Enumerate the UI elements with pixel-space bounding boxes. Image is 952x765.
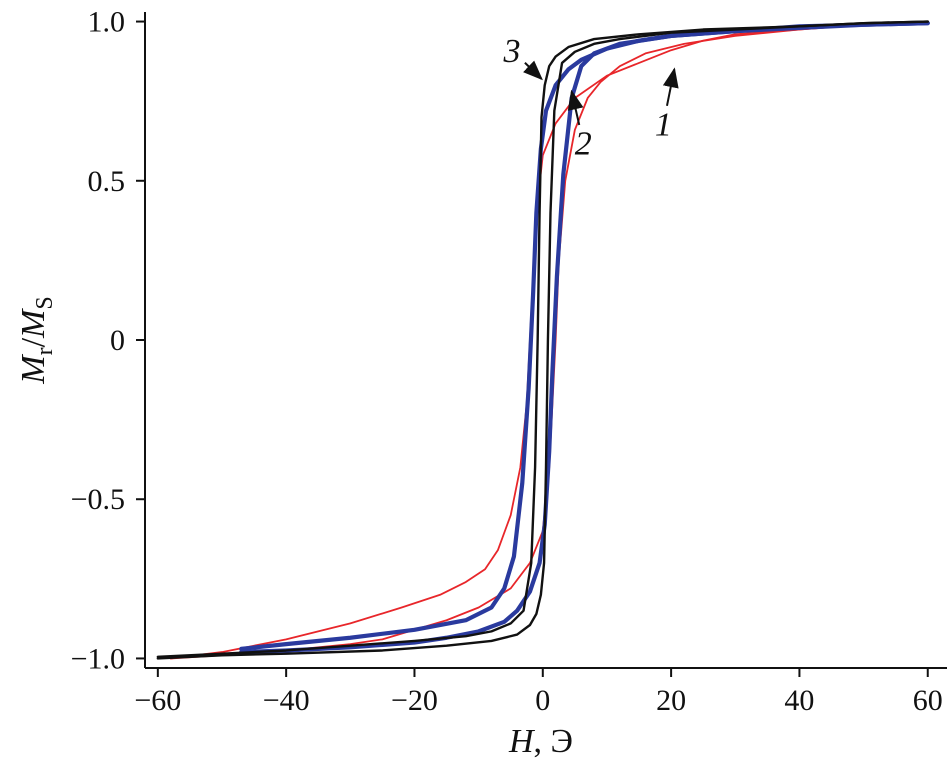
callout-arrow-1 (662, 67, 679, 107)
x-tick-label: −20 (391, 684, 438, 717)
series-1-lower-branch (169, 20, 929, 660)
y-axis-label: Mr/MS (15, 296, 58, 384)
series-2-lower-branch (239, 21, 930, 655)
x-axis-unit: , Э (534, 723, 573, 760)
x-tick-label: 20 (656, 684, 686, 717)
y-tick-label: 0.5 (88, 165, 126, 198)
y-tick-label: −1.0 (71, 642, 125, 675)
y-axis-m1: M (15, 354, 52, 385)
y-axis-m2: M (15, 308, 52, 339)
x-tick-label: 60 (913, 684, 943, 717)
x-tick-label: 0 (535, 684, 550, 717)
series-3-upper-branch (156, 20, 929, 659)
callouts-layer: 3 2 1 (502, 33, 679, 163)
callout-label-3: 3 (502, 33, 520, 70)
callout-arrow-2 (567, 89, 584, 126)
series-2-upper-branch (239, 21, 930, 651)
y-axis-sub1: r (32, 347, 58, 355)
axes-layer: −60 −40 −20 0 20 40 60 −1.0 −0.5 0 0.5 1.0 (71, 6, 947, 717)
y-tick-label: −0.5 (71, 483, 125, 516)
x-axis-symbol: H (508, 723, 536, 760)
y-tick-label: 1.0 (88, 6, 126, 39)
series-layer (156, 20, 930, 660)
callout-arrow-3 (523, 60, 543, 81)
series-1 (169, 20, 929, 660)
series-3 (156, 20, 929, 660)
y-tick-label: 0 (110, 324, 125, 357)
series-3-lower-branch (156, 20, 929, 660)
series-1-upper-branch (169, 20, 929, 660)
callout-label-1: 1 (655, 106, 672, 143)
callout-label-2: 2 (575, 126, 592, 163)
x-tick-label: 40 (784, 684, 814, 717)
series-2 (239, 21, 930, 655)
x-tick-label: −40 (263, 684, 310, 717)
y-axis-sub2: S (32, 296, 58, 309)
x-tick-label: −60 (134, 684, 181, 717)
x-axis-label: H, Э (508, 723, 573, 760)
y-axis-slash: / (15, 337, 52, 347)
